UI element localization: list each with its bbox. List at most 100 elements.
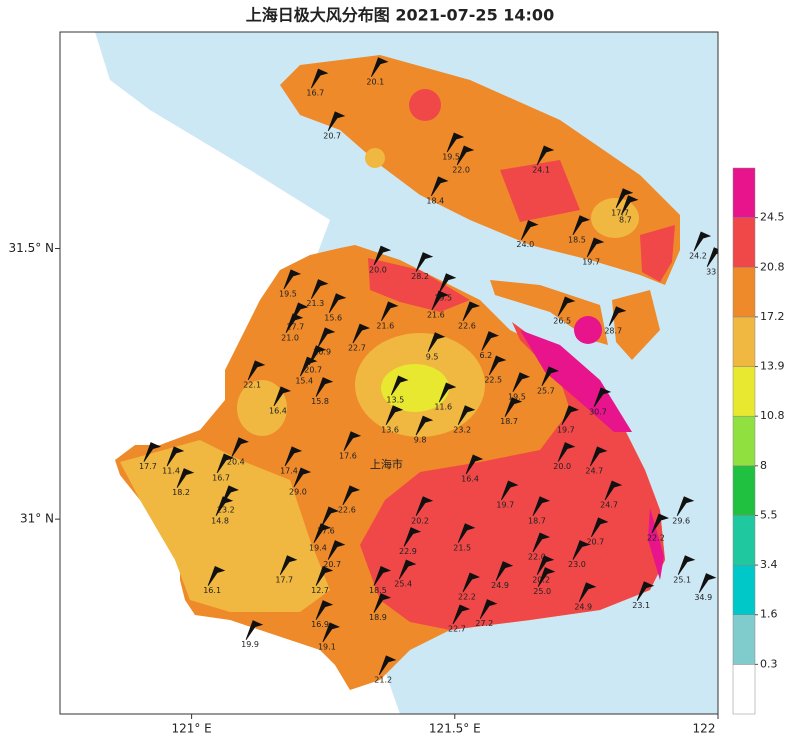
wind-barb: [608, 306, 627, 327]
colorbar-label: 3.4: [760, 558, 778, 571]
region: [574, 316, 602, 344]
station-value: 28.2: [411, 272, 429, 281]
station-value: 14.8: [211, 516, 229, 525]
colorbar-box: [732, 515, 756, 566]
colorbar-label: 17.2: [760, 310, 785, 323]
wind-barb: [620, 195, 639, 216]
station-value: 23.0: [568, 560, 586, 569]
wind-barb: [245, 620, 264, 640]
station-value: 19.5: [434, 293, 452, 302]
station-value: 17.4: [280, 466, 298, 475]
station-value: 18.4: [426, 196, 444, 205]
station-value: 17.6: [317, 527, 335, 536]
wind-barb: [284, 446, 303, 467]
wind-barb: [431, 290, 450, 311]
region: [591, 198, 639, 238]
station-value: 20.7: [323, 131, 341, 140]
wind-barb: [373, 245, 392, 266]
region: [409, 89, 441, 121]
wind-barb: [293, 467, 312, 488]
colorbar-box: [732, 316, 756, 367]
wind-barb: [589, 446, 608, 467]
region: [237, 380, 287, 436]
wind-barb: [572, 540, 591, 560]
station-value: 25.4: [394, 580, 412, 589]
station-value: 19.7: [496, 501, 514, 510]
wind-barb: [299, 356, 318, 377]
station-value: 20.2: [411, 516, 429, 525]
wind-barb: [532, 532, 551, 553]
wind-barb: [373, 593, 392, 613]
wind-barb: [327, 111, 346, 132]
wind-barb: [572, 215, 591, 236]
station-value: 18.2: [172, 488, 190, 497]
region: [640, 225, 675, 282]
wind-barb: [578, 582, 597, 603]
x-tick-label: 121° E: [171, 722, 211, 736]
wind-barb: [488, 355, 507, 376]
station-value: 19.5: [279, 289, 297, 298]
map-frame: [59, 31, 719, 715]
colorbar: 0.3 1.6 3.4 5.5 8 10.8 13.9 17.2 20.8 24.5: [732, 167, 785, 715]
station-value: 21.6: [376, 321, 394, 330]
station-value: 18.7: [500, 417, 518, 426]
wind-barb: [651, 513, 670, 534]
region: [648, 508, 664, 580]
station-value: 11.4: [162, 466, 180, 475]
station-value: 20.0: [369, 266, 387, 275]
wind-barb: [706, 247, 718, 268]
wind-barb: [536, 145, 555, 166]
station-value: 21.0: [281, 333, 299, 342]
wind-barb: [322, 622, 341, 643]
wind-barb: [215, 496, 234, 516]
station-value: 22.6: [338, 505, 356, 514]
wind-barb: [586, 237, 605, 258]
wind-barb: [677, 555, 696, 575]
region: [368, 258, 470, 312]
station-value: 25.0: [533, 587, 551, 596]
wind-barb: [557, 296, 576, 317]
wind-barb: [352, 323, 371, 344]
wind-barb: [561, 405, 580, 426]
wind-barb: [315, 377, 334, 397]
chongming-island: [280, 55, 680, 285]
station-value: 11.6: [434, 403, 452, 412]
station-value: 22.7: [448, 625, 466, 634]
wind-barb: [176, 468, 195, 488]
region: [120, 440, 330, 612]
wind-barb: [143, 442, 162, 462]
station-value: 24.9: [574, 602, 592, 611]
wind-barb: [398, 559, 417, 580]
colorbar-box: [732, 267, 756, 318]
wind-barb: [247, 360, 266, 381]
station-value: 24.9: [491, 581, 509, 590]
station-value: 21.6: [427, 311, 445, 320]
wind-barb: [373, 566, 392, 586]
wind-barb: [536, 555, 555, 575]
station-value: 19.7: [557, 425, 575, 434]
station-value: 21.5: [453, 543, 471, 552]
station-value: 22.5: [484, 376, 502, 385]
wind-barb: [500, 480, 519, 501]
y-tick-label: 31° N: [20, 512, 54, 526]
wind-barb: [532, 496, 551, 516]
station-value: 20.7: [304, 365, 322, 374]
station-value: 22.2: [458, 593, 476, 602]
wind-barb: [321, 506, 340, 527]
station-value: 18.7: [528, 516, 546, 525]
colorbar-box: [732, 366, 756, 417]
station-value: 16.1: [203, 586, 221, 595]
wind-barb: [415, 415, 434, 436]
colorbar-label: 1.6: [760, 608, 778, 621]
station-value: 16.7: [212, 474, 230, 483]
colorbar-box: [732, 415, 756, 467]
station-value: 20.4: [227, 457, 245, 466]
station-value: 23.1: [632, 601, 650, 610]
colorbar-box: [732, 664, 756, 715]
station-value: 9.8: [414, 436, 427, 445]
station-value: 29.0: [289, 488, 307, 497]
station-value: 21.2: [374, 675, 392, 684]
station-value: 20.7: [323, 560, 341, 569]
